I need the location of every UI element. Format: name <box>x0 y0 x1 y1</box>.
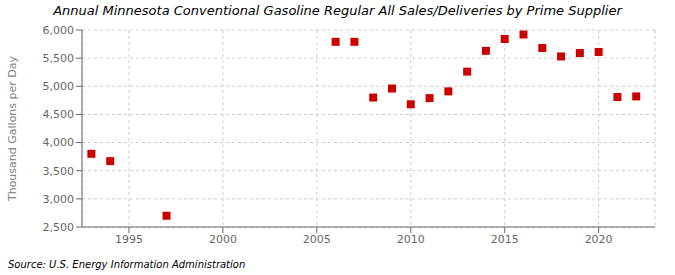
svg-text:2,500: 2,500 <box>43 221 75 234</box>
svg-text:4,000: 4,000 <box>43 136 75 149</box>
svg-text:2005: 2005 <box>303 233 331 246</box>
svg-text:3,500: 3,500 <box>43 165 75 178</box>
svg-text:2000: 2000 <box>209 233 237 246</box>
svg-text:2010: 2010 <box>397 233 425 246</box>
svg-text:1995: 1995 <box>115 233 143 246</box>
svg-text:Thousand Gallons per Day: Thousand Gallons per Day <box>8 55 19 202</box>
html-text:Source: U.S. Energy Informatio: Source: U.S. Energy Information Administ… <box>8 259 246 270</box>
svg-text:2020: 2020 <box>585 233 613 246</box>
svg-text:4,500: 4,500 <box>43 108 75 121</box>
html-text:Annual Minnesota Conventional: Annual Minnesota Conventional Gasoline R… <box>53 3 622 18</box>
svg-text:3,000: 3,000 <box>43 193 75 206</box>
svg-text:6,000: 6,000 <box>43 24 75 37</box>
svg-text:2015: 2015 <box>491 233 519 246</box>
svg-text:5,500: 5,500 <box>43 52 75 65</box>
svg-text:5,000: 5,000 <box>43 80 75 93</box>
